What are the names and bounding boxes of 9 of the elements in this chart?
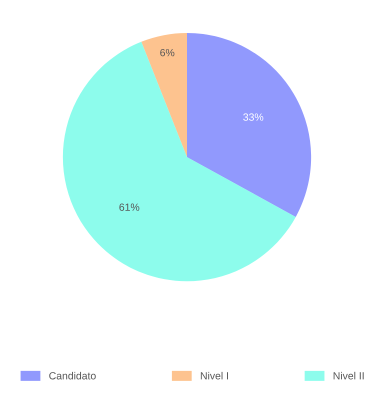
pie-slice	[62, 42, 296, 282]
legend-label: Nivel II	[334, 372, 364, 380]
data-label: 6%	[160, 48, 174, 56]
pie-slice	[141, 33, 187, 158]
pie-slice	[187, 33, 312, 217]
legend-label: Nivel I	[200, 372, 228, 380]
data-label: 61%	[119, 203, 140, 211]
legend-label: Candidato	[49, 372, 96, 380]
data-label: 33%	[243, 113, 264, 121]
